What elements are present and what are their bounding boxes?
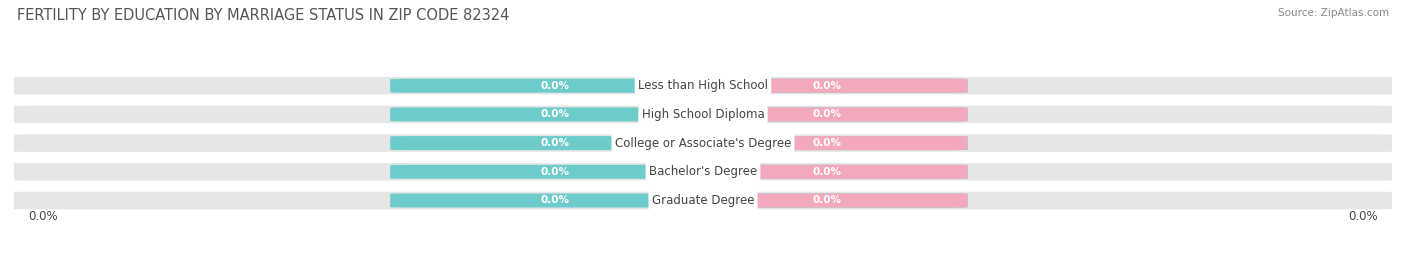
Text: 0.0%: 0.0% — [540, 196, 569, 206]
FancyBboxPatch shape — [7, 77, 1399, 94]
FancyBboxPatch shape — [391, 79, 967, 93]
FancyBboxPatch shape — [7, 134, 1399, 152]
Text: High School Diploma: High School Diploma — [641, 108, 765, 121]
Text: Source: ZipAtlas.com: Source: ZipAtlas.com — [1278, 8, 1389, 18]
Text: 0.0%: 0.0% — [813, 167, 842, 177]
Text: College or Associate's Degree: College or Associate's Degree — [614, 137, 792, 150]
FancyBboxPatch shape — [7, 106, 1399, 123]
FancyBboxPatch shape — [391, 165, 967, 179]
FancyBboxPatch shape — [7, 192, 1399, 209]
FancyBboxPatch shape — [391, 107, 967, 121]
FancyBboxPatch shape — [391, 193, 967, 207]
Text: 0.0%: 0.0% — [540, 81, 569, 91]
Text: 0.0%: 0.0% — [813, 81, 842, 91]
Text: 0.0%: 0.0% — [540, 109, 569, 119]
Text: Less than High School: Less than High School — [638, 79, 768, 92]
Text: 0.0%: 0.0% — [813, 196, 842, 206]
FancyBboxPatch shape — [686, 107, 967, 121]
Text: 0.0%: 0.0% — [28, 210, 58, 223]
FancyBboxPatch shape — [686, 193, 967, 207]
Text: 0.0%: 0.0% — [540, 167, 569, 177]
Text: FERTILITY BY EDUCATION BY MARRIAGE STATUS IN ZIP CODE 82324: FERTILITY BY EDUCATION BY MARRIAGE STATU… — [17, 8, 509, 23]
FancyBboxPatch shape — [391, 136, 967, 150]
Text: Graduate Degree: Graduate Degree — [652, 194, 754, 207]
Text: 0.0%: 0.0% — [540, 138, 569, 148]
FancyBboxPatch shape — [686, 136, 967, 150]
Text: 0.0%: 0.0% — [1348, 210, 1378, 223]
FancyBboxPatch shape — [686, 79, 967, 93]
FancyBboxPatch shape — [7, 163, 1399, 180]
Text: 0.0%: 0.0% — [813, 109, 842, 119]
FancyBboxPatch shape — [686, 165, 967, 179]
Text: 0.0%: 0.0% — [813, 138, 842, 148]
Text: Bachelor's Degree: Bachelor's Degree — [650, 165, 756, 178]
